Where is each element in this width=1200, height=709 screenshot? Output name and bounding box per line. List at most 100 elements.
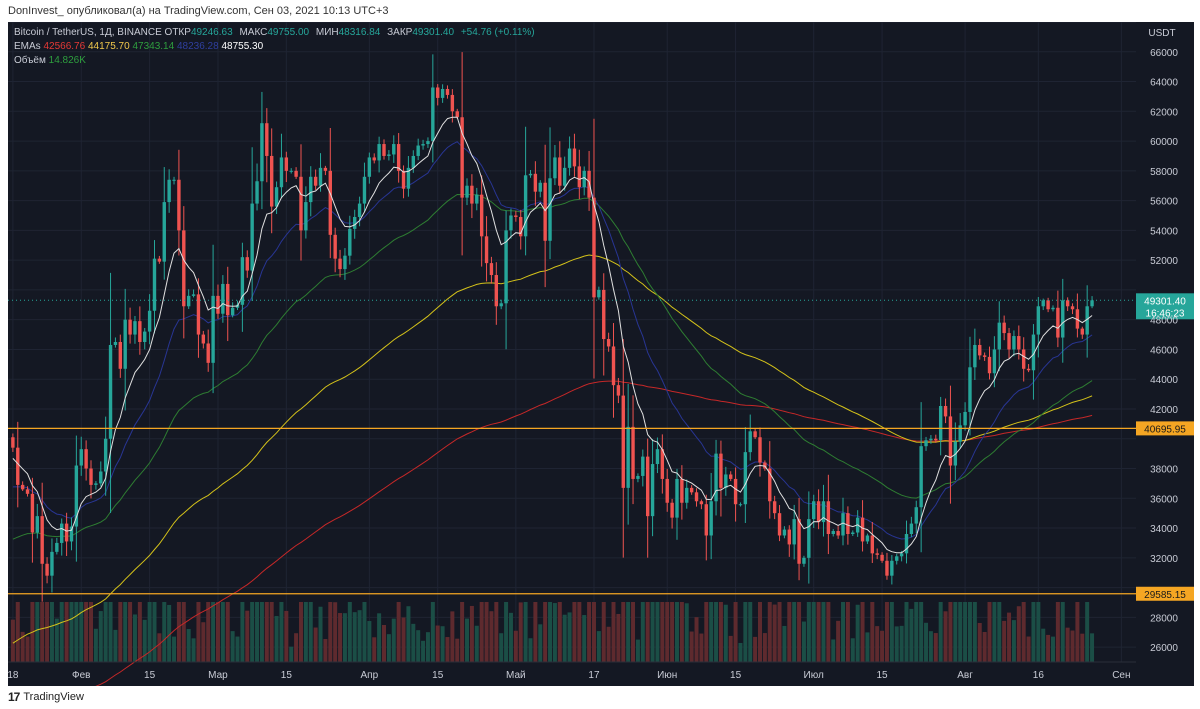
- candle-body[interactable]: [1065, 300, 1070, 307]
- candle-body[interactable]: [79, 449, 83, 466]
- candle-body[interactable]: [152, 258, 157, 311]
- candle-body[interactable]: [69, 526, 74, 542]
- candle-body[interactable]: [1070, 306, 1075, 310]
- candle-body[interactable]: [538, 182, 542, 192]
- candle-body[interactable]: [772, 501, 777, 514]
- currency-label[interactable]: USDT: [1148, 28, 1175, 39]
- candle-body[interactable]: [196, 294, 201, 335]
- candle-body[interactable]: [709, 501, 713, 536]
- candle-body[interactable]: [846, 513, 850, 534]
- candle-body[interactable]: [919, 446, 923, 508]
- candle-body[interactable]: [616, 385, 621, 396]
- candle-body[interactable]: [89, 468, 93, 485]
- candle-body[interactable]: [792, 519, 796, 545]
- candle-body[interactable]: [191, 294, 196, 296]
- candle-body[interactable]: [265, 123, 269, 156]
- candle-body[interactable]: [768, 468, 772, 502]
- candle-body[interactable]: [182, 230, 186, 307]
- candle-body[interactable]: [680, 478, 684, 503]
- candle-body[interactable]: [812, 501, 816, 520]
- candle-body[interactable]: [60, 523, 64, 543]
- candle-body[interactable]: [797, 519, 801, 564]
- candle-body[interactable]: [470, 185, 474, 204]
- candle-body[interactable]: [426, 141, 430, 145]
- candle-body[interactable]: [899, 553, 904, 557]
- candle-body[interactable]: [25, 489, 30, 494]
- candle-body[interactable]: [445, 88, 450, 95]
- candle-body[interactable]: [1012, 336, 1016, 350]
- candle-body[interactable]: [694, 492, 699, 502]
- candle-body[interactable]: [401, 170, 406, 189]
- candle-body[interactable]: [50, 551, 54, 576]
- candle-body[interactable]: [787, 529, 791, 545]
- candle-body[interactable]: [782, 529, 787, 536]
- candle-body[interactable]: [636, 475, 640, 479]
- candle-body[interactable]: [777, 513, 782, 536]
- candle-body[interactable]: [523, 175, 528, 237]
- candle-body[interactable]: [611, 346, 616, 386]
- candle-body[interactable]: [313, 176, 318, 186]
- candle-body[interactable]: [675, 478, 679, 518]
- candle-body[interactable]: [685, 487, 689, 503]
- candle-body[interactable]: [650, 464, 655, 517]
- candle-body[interactable]: [396, 144, 401, 171]
- candle-body[interactable]: [318, 167, 323, 186]
- candle-body[interactable]: [1056, 307, 1060, 338]
- candle-body[interactable]: [670, 502, 674, 518]
- candle-body[interactable]: [597, 289, 601, 298]
- candle-body[interactable]: [1046, 300, 1050, 310]
- candle-body[interactable]: [875, 553, 879, 555]
- candle-body[interactable]: [758, 437, 762, 463]
- candle-body[interactable]: [289, 170, 293, 172]
- candle-body[interactable]: [948, 416, 953, 466]
- candle-body[interactable]: [123, 319, 127, 369]
- candle-body[interactable]: [475, 194, 479, 204]
- candle-body[interactable]: [489, 263, 494, 276]
- candle-body[interactable]: [309, 176, 313, 203]
- candle-body[interactable]: [1051, 307, 1055, 310]
- candle-body[interactable]: [567, 148, 572, 168]
- candle-body[interactable]: [133, 321, 137, 335]
- candle-body[interactable]: [851, 532, 855, 534]
- candle-body[interactable]: [631, 426, 635, 479]
- candle-body[interactable]: [1080, 328, 1084, 335]
- candle-body[interactable]: [406, 167, 411, 189]
- candle-body[interactable]: [377, 144, 381, 161]
- candle-body[interactable]: [465, 185, 469, 198]
- candle-body[interactable]: [494, 275, 499, 307]
- candle-body[interactable]: [1061, 300, 1065, 338]
- candle-body[interactable]: [602, 289, 606, 340]
- candle-body[interactable]: [978, 344, 982, 356]
- tradingview-brand[interactable]: TradingView: [23, 691, 84, 703]
- candle-body[interactable]: [206, 343, 210, 363]
- candle-body[interactable]: [1026, 368, 1031, 371]
- candle-body[interactable]: [909, 523, 914, 534]
- candle-body[interactable]: [660, 449, 665, 479]
- candle-body[interactable]: [40, 516, 44, 564]
- candle-body[interactable]: [167, 179, 171, 203]
- candle-body[interactable]: [1007, 333, 1011, 350]
- candle-body[interactable]: [1041, 300, 1045, 307]
- candle-body[interactable]: [1002, 322, 1006, 334]
- candle-body[interactable]: [353, 216, 357, 229]
- candle-body[interactable]: [1031, 334, 1036, 371]
- candle-body[interactable]: [802, 557, 806, 564]
- candle-body[interactable]: [890, 560, 894, 576]
- candle-body[interactable]: [821, 501, 826, 523]
- candle-body[interactable]: [885, 560, 889, 576]
- candle-body[interactable]: [558, 157, 562, 186]
- candle-body[interactable]: [738, 504, 743, 506]
- candle-body[interactable]: [1021, 349, 1026, 369]
- candle-body[interactable]: [865, 535, 870, 542]
- candle-body[interactable]: [836, 531, 840, 536]
- candle-body[interactable]: [509, 215, 513, 231]
- candle-body[interactable]: [1075, 309, 1080, 329]
- candle-body[interactable]: [870, 535, 875, 554]
- candle-body[interactable]: [577, 166, 582, 188]
- candle-body[interactable]: [411, 155, 415, 168]
- candle-body[interactable]: [914, 507, 918, 524]
- candle-body[interactable]: [294, 170, 298, 177]
- candle-body[interactable]: [943, 406, 948, 417]
- legend-symbol[interactable]: Bitcoin / TetherUS, 1Д, BINANCE: [14, 27, 162, 38]
- candle-body[interactable]: [719, 453, 723, 488]
